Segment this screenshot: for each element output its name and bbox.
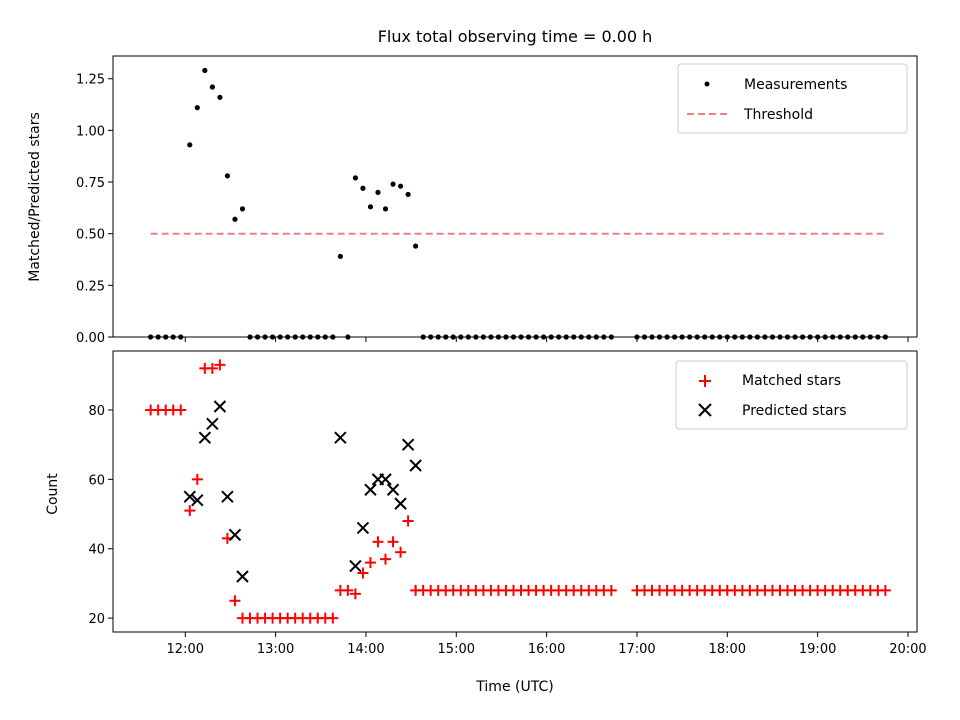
top-y-axis-label: Matched/Predicted stars	[27, 112, 43, 282]
matched-star-point	[879, 584, 891, 596]
legend-marker-measurements	[704, 81, 710, 87]
ratio-panel: Flux total observing time = 0.00 h Match…	[27, 27, 918, 346]
measurement-point	[397, 183, 404, 189]
predicted-star-point	[401, 438, 415, 451]
measurement-point	[405, 191, 411, 198]
legend-label-threshold: Threshold	[743, 107, 813, 123]
predicted-star-point	[221, 490, 234, 503]
bottom-xtick-label: 18:00	[709, 642, 746, 657]
predicted-star-point	[364, 483, 377, 496]
matched-star-point	[229, 595, 241, 607]
top-ytick-label: 0.50	[76, 228, 105, 243]
measurement-point	[413, 243, 419, 249]
top-axes-frame	[112, 55, 918, 338]
matched-star-point	[206, 362, 218, 374]
measurement-point	[352, 175, 359, 181]
bottom-xtick-label: 12:00	[167, 642, 204, 657]
matched-star-point	[402, 515, 414, 527]
measurement-point	[202, 67, 208, 74]
top-data-marks	[148, 67, 888, 340]
matched-star-point	[364, 557, 376, 569]
predicted-star-point	[409, 459, 422, 472]
bottom-legend: Matched stars Predicted stars	[675, 360, 908, 430]
bottom-data-marks	[145, 359, 891, 624]
matched-star-point	[191, 473, 203, 485]
predicted-star-point	[394, 497, 407, 510]
top-legend-box	[677, 63, 908, 134]
measurement-point	[194, 105, 200, 111]
predicted-star-point	[213, 400, 227, 413]
matched-star-point	[357, 567, 369, 579]
legend-marker-predicted	[698, 403, 712, 417]
matched-star-point	[605, 584, 617, 596]
measurement-point	[382, 206, 389, 212]
matched-star-point	[387, 536, 399, 548]
matched-star-point	[327, 612, 339, 624]
top-ytick-label: 0.25	[76, 279, 105, 294]
matched-star-point	[342, 584, 354, 596]
bottom-y-ticks: 20 40 60 80	[88, 404, 113, 627]
chart-title: Flux total observing time = 0.00 h	[378, 27, 653, 46]
bottom-x-ticks: 12:00 13:00 14:00 15:00 16:00 17:00 18:00 19:00…	[167, 632, 927, 657]
top-y-ticks: 0.00 0.25 0.50 0.75 1.00 1.25	[76, 73, 113, 346]
top-ytick-label: 1.25	[76, 73, 105, 88]
bottom-ytick-label: 60	[88, 473, 105, 488]
legend-marker-matched	[699, 375, 711, 387]
predicted-star-point	[379, 473, 392, 486]
legend-label-measurements: Measurements	[744, 77, 847, 93]
measurement-point	[390, 181, 396, 187]
bottom-axes-frame	[112, 350, 918, 633]
top-ytick-label: 0.00	[76, 331, 105, 346]
matched-star-point	[372, 536, 384, 548]
measurement-point	[224, 173, 231, 179]
bottom-legend-box	[675, 360, 908, 430]
measurement-point	[209, 84, 215, 90]
bottom-xtick-label: 15:00	[438, 642, 475, 657]
measurement-point	[239, 206, 246, 212]
predicted-star-point	[206, 417, 219, 431]
legend-label-matched: Matched stars	[742, 373, 841, 389]
matched-star-point	[175, 404, 187, 416]
measurement-point	[337, 253, 343, 260]
predicted-star-point	[183, 490, 196, 503]
matched-star-point	[380, 553, 392, 565]
bottom-xtick-label: 20:00	[889, 642, 926, 657]
count-panel: Count Time (UTC) 20 40 60 80 12:00 13:00 14:0…	[45, 350, 927, 695]
predicted-star-point	[356, 521, 370, 535]
x-axis-label: Time (UTC)	[475, 679, 553, 695]
measurement-point	[360, 185, 366, 191]
predicted-star-point	[198, 431, 212, 444]
top-legend: Measurements Threshold	[677, 63, 908, 134]
matched-star-point	[184, 505, 196, 517]
predicted-star-point	[236, 570, 249, 583]
bottom-ytick-label: 20	[88, 612, 105, 627]
predicted-star-point	[228, 528, 242, 542]
predicted-star-point	[349, 559, 362, 573]
bottom-y-axis-label: Count	[45, 473, 61, 515]
matched-star-point	[395, 546, 407, 558]
top-ytick-label: 0.75	[76, 176, 105, 191]
bottom-xtick-label: 14:00	[347, 642, 384, 657]
matched-star-point	[214, 359, 226, 371]
matched-star-point	[349, 588, 361, 600]
predicted-star-point	[386, 483, 400, 496]
measurement-point	[375, 189, 381, 195]
measurement-point	[232, 216, 238, 222]
bottom-xtick-label: 19:00	[799, 642, 836, 657]
bottom-ytick-label: 40	[88, 543, 105, 558]
predicted-star-point	[334, 431, 347, 444]
bottom-xtick-label: 16:00	[528, 642, 565, 657]
measurement-point	[217, 94, 223, 100]
bottom-ytick-label: 80	[88, 404, 105, 419]
bottom-xtick-label: 17:00	[618, 642, 655, 657]
measurement-point	[187, 142, 193, 148]
measurement-point	[367, 204, 374, 210]
top-ytick-label: 1.00	[76, 124, 105, 139]
legend-label-predicted: Predicted stars	[742, 403, 847, 419]
bottom-xtick-label: 13:00	[257, 642, 294, 657]
predicted-star-point	[191, 493, 204, 507]
